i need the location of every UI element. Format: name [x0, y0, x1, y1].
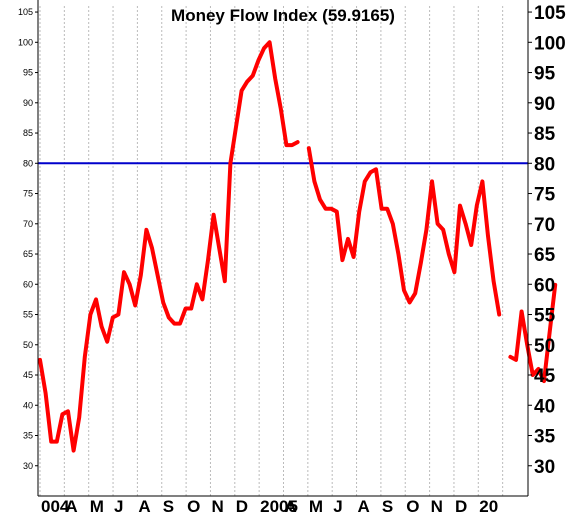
series-layer: [38, 40, 558, 453]
x-tick-label: 20: [479, 497, 498, 515]
mfi-series-segment: [508, 282, 558, 384]
y-axis-right-labels: 105 100 95 90 85 80 75 70 65 60 55 50 45 40 35 30: [534, 3, 566, 478]
grid-layer: [39, 6, 504, 496]
y-tick-label-left: 65: [23, 249, 33, 259]
x-tick-label: J: [333, 497, 342, 515]
y-tick-label-left: 60: [23, 279, 33, 289]
y-tick-label-left: 100: [18, 37, 33, 47]
x-tick-label: A: [358, 497, 370, 515]
mfi-series-segment: [38, 40, 300, 453]
x-tick-label: O: [187, 497, 200, 515]
y-tick-label-left: 80: [23, 158, 33, 168]
y-tick-label-right: 65: [534, 245, 556, 266]
y-tick-label-right: 45: [534, 366, 556, 387]
x-tick-label: 004: [41, 497, 70, 515]
y-tick-label-left: 105: [18, 7, 33, 17]
mfi-series-segment: [306, 146, 502, 317]
y-tick-label-right: 35: [534, 427, 556, 448]
y-tick-label-left: 50: [23, 340, 33, 350]
x-tick-label: M: [309, 497, 323, 515]
y-tick-label-left: 70: [23, 219, 33, 229]
y-tick-label-right: 85: [534, 124, 556, 145]
x-tick-label: N: [211, 497, 223, 515]
y-tick-label-left: 90: [23, 98, 33, 108]
x-tick-label: A: [285, 497, 297, 515]
x-tick-label: J: [114, 497, 123, 515]
y-tick-label-left: 45: [23, 370, 33, 380]
y-tick-label-left: 30: [23, 461, 33, 471]
y-tick-label-left: 35: [23, 431, 33, 441]
y-tick-label-right: 105: [534, 3, 566, 24]
chart-title: Money Flow Index (59.9165): [171, 6, 395, 25]
x-tick-label: A: [138, 497, 150, 515]
y-tick-label-right: 75: [534, 185, 556, 206]
x-tick-label: M: [90, 497, 104, 515]
y-tick-label-left: 85: [23, 128, 33, 138]
x-tick-label: D: [236, 497, 248, 515]
y-tick-label-left: 55: [23, 310, 33, 320]
y-tick-label-right: 90: [534, 94, 555, 115]
x-tick-label: S: [163, 497, 174, 515]
y-tick-label-left: 75: [23, 189, 33, 199]
y-tick-label-right: 60: [534, 275, 555, 296]
x-tick-label: N: [431, 497, 443, 515]
x-tick-label: D: [455, 497, 467, 515]
y-tick-label-right: 30: [534, 457, 555, 478]
axis-layer: [35, 0, 532, 497]
y-tick-label-left: 40: [23, 400, 33, 410]
y-tick-label-right: 100: [534, 33, 566, 54]
y-tick-label-left: 95: [23, 68, 33, 78]
y-tick-label-right: 40: [534, 396, 555, 417]
y-tick-label-right: 50: [534, 336, 555, 357]
y-tick-label-right: 80: [534, 154, 555, 175]
y-axis-left-labels: 105 100 95 90 85 80 75 70 65 60 55 50 45 40 35 30: [18, 7, 33, 471]
x-tick-label: O: [406, 497, 419, 515]
x-tick-label: S: [382, 497, 393, 515]
y-tick-label-right: 70: [534, 215, 555, 236]
x-tick-label: A: [65, 497, 77, 515]
x-tick-label: 2005: [260, 497, 298, 515]
y-tick-label-right: 55: [534, 306, 556, 327]
y-tick-label-right: 95: [534, 64, 556, 85]
